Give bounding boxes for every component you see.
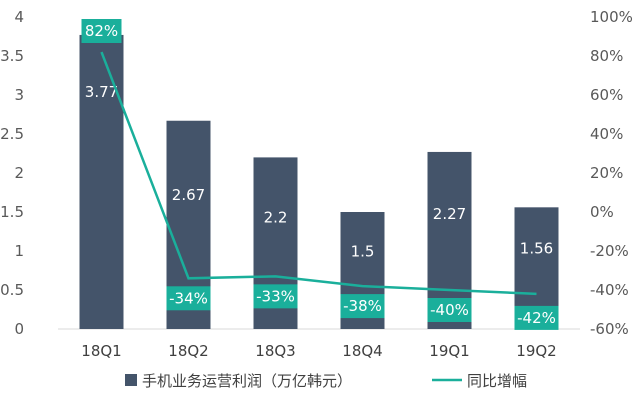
left-axis-tick-label: 2 (14, 164, 24, 182)
line-data-label-text: -40% (430, 301, 469, 319)
line-data-label: -34% (166, 286, 211, 311)
bar-data-label: 1.5 (351, 242, 375, 260)
left-axis-tick-label: 0 (14, 320, 24, 338)
bar-data-label: 2.2 (264, 209, 288, 227)
line-data-label: 82% (81, 19, 122, 43)
bar-data-label: 2.67 (172, 186, 205, 204)
category-label: 19Q2 (516, 342, 556, 360)
right-axis-tick-label: 100% (590, 8, 633, 26)
category-label: 18Q3 (255, 342, 295, 360)
category-label: 18Q1 (81, 342, 121, 360)
right-axis: -60% -40% -20% 0% 20% 40% 60% 80% 100% (590, 8, 633, 338)
line-data-label-box (340, 294, 385, 319)
growth-line (100, 51, 537, 296)
left-axis: 0 0.5 1 1.5 2 2.5 3 3.5 4 (0, 8, 24, 338)
line-data-label: -40% (427, 298, 472, 322)
right-axis-tick-label: -20% (590, 242, 629, 260)
line-data-label: -42% (514, 305, 559, 330)
line-data-label-box (166, 286, 211, 311)
legend-bar-swatch (125, 374, 137, 386)
left-axis-tick-label: 0.5 (0, 281, 24, 299)
right-axis-tick-label: 80% (590, 47, 623, 65)
category-label: 18Q2 (168, 342, 208, 360)
line-data-label-box (253, 284, 298, 309)
bar-data-labels: 3.77 2.67 2.2 1.5 2.27 1.56 (85, 83, 553, 260)
left-axis-tick-label: 1 (14, 242, 24, 260)
line-data-labels: 82% -34% -33% -38% -40% -42% (81, 19, 559, 330)
line-data-label: -38% (340, 294, 385, 319)
left-axis-tick-label: 2.5 (0, 125, 24, 143)
line-data-label-text: -33% (256, 287, 295, 305)
right-axis-tick-label: 20% (590, 164, 623, 182)
left-axis-tick-label: 4 (14, 8, 24, 26)
line-data-label: -33% (253, 284, 298, 309)
category-axis-labels: 18Q1 18Q2 18Q3 18Q4 19Q1 19Q2 (81, 342, 556, 360)
line-data-label-text: -38% (343, 297, 382, 315)
line-data-label-box (514, 305, 559, 330)
right-axis-tick-label: 40% (590, 125, 623, 143)
left-axis-tick-label: 1.5 (0, 203, 24, 221)
right-axis-tick-label: -60% (590, 320, 629, 338)
legend: 手机业务运营利润（万亿韩元） 同比增幅 (125, 372, 527, 390)
line-data-label-box (427, 298, 472, 322)
category-label: 18Q4 (342, 342, 382, 360)
line-data-label-text: -42% (517, 309, 556, 327)
bar-data-label: 1.56 (520, 240, 553, 258)
right-axis-tick-label: -40% (590, 281, 629, 299)
category-label: 19Q1 (429, 342, 469, 360)
bar (79, 34, 124, 329)
line-data-label-text: -34% (169, 289, 208, 307)
right-axis-tick-label: 0% (590, 203, 614, 221)
bar-data-label: 3.77 (85, 83, 118, 101)
left-axis-tick-label: 3 (14, 86, 24, 104)
right-axis-tick-label: 60% (590, 86, 623, 104)
legend-line-label: 同比增幅 (467, 372, 527, 390)
line-data-label-box (81, 19, 122, 43)
line-data-label-text: 82% (85, 22, 118, 40)
bar-data-label: 2.27 (433, 205, 466, 223)
legend-bar-label: 手机业务运营利润（万亿韩元） (142, 372, 352, 390)
left-axis-tick-label: 3.5 (0, 47, 24, 65)
